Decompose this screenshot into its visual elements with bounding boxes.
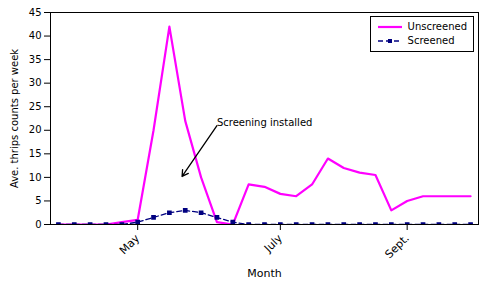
svg-text:45: 45 [29, 7, 42, 18]
svg-text:20: 20 [29, 124, 42, 135]
svg-text:Ave. thrips counts per week: Ave. thrips counts per week [9, 49, 20, 188]
svg-text:Month: Month [247, 267, 282, 280]
svg-text:May: May [117, 231, 143, 257]
svg-text:0: 0 [35, 219, 41, 230]
svg-text:30: 30 [29, 77, 42, 88]
svg-text:35: 35 [29, 54, 42, 65]
svg-text:40: 40 [29, 30, 42, 41]
svg-text:Screening installed: Screening installed [217, 117, 312, 128]
html-text:Screened: Screened [407, 35, 455, 46]
svg-text:15: 15 [29, 148, 42, 159]
svg-text:Sept.: Sept. [382, 232, 411, 261]
svg-text:5: 5 [35, 195, 41, 206]
html-text:Unscreened: Unscreened [407, 21, 467, 32]
svg-text:July: July [261, 231, 285, 255]
svg-text:10: 10 [29, 172, 42, 183]
svg-text:25: 25 [29, 101, 42, 112]
